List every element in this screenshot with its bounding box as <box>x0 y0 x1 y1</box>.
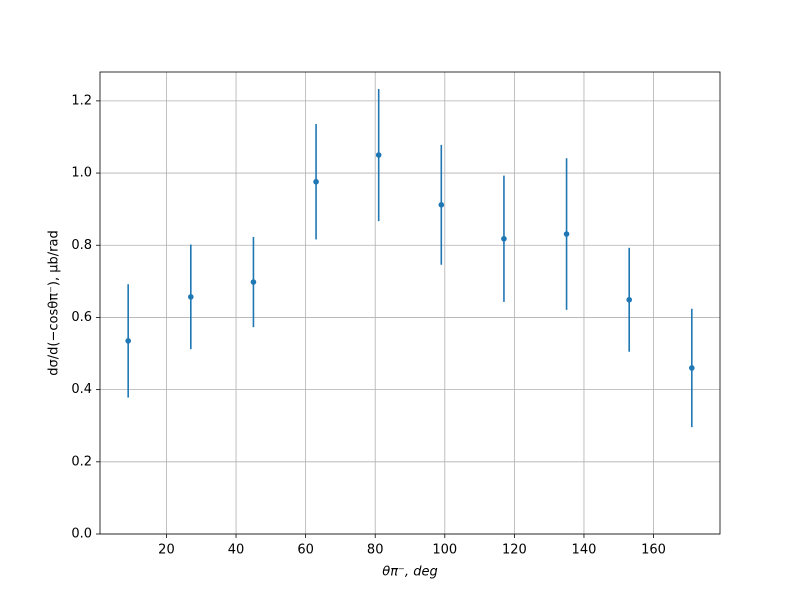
plot-frame <box>99 71 721 535</box>
x-tick-label: 60 <box>297 543 314 558</box>
x-tick-label: 120 <box>502 543 527 558</box>
data-point <box>188 294 194 300</box>
data-point <box>375 152 382 158</box>
data-point <box>125 338 131 344</box>
x-tick-label: 40 <box>228 543 245 558</box>
y-axis-label: dσ/d(−cosθπ⁻), μb/rad <box>47 230 62 375</box>
x-tick-label: 100 <box>432 543 457 558</box>
y-tick-label: 0.4 <box>71 382 92 397</box>
data-point <box>501 235 507 242</box>
y-tick-label: 1.0 <box>71 166 92 181</box>
y-tick-label: 0.2 <box>71 454 92 469</box>
x-tick-label: 160 <box>641 543 666 558</box>
x-tick-label: 80 <box>367 543 384 558</box>
data-point <box>438 202 445 208</box>
data-point <box>689 365 695 371</box>
x-tick-label: 20 <box>158 543 175 558</box>
y-tick-label: 0.0 <box>71 527 92 542</box>
y-tick-label: 0.8 <box>71 238 92 253</box>
data-point <box>626 296 632 303</box>
data-point <box>250 279 257 285</box>
data-point <box>563 231 570 237</box>
x-axis-label: θπ⁻, deg <box>382 565 437 580</box>
y-tick-label: 0.6 <box>71 310 92 325</box>
data-point <box>313 178 319 185</box>
y-tick-label: 1.2 <box>71 93 92 108</box>
x-tick-label: 140 <box>572 543 597 558</box>
